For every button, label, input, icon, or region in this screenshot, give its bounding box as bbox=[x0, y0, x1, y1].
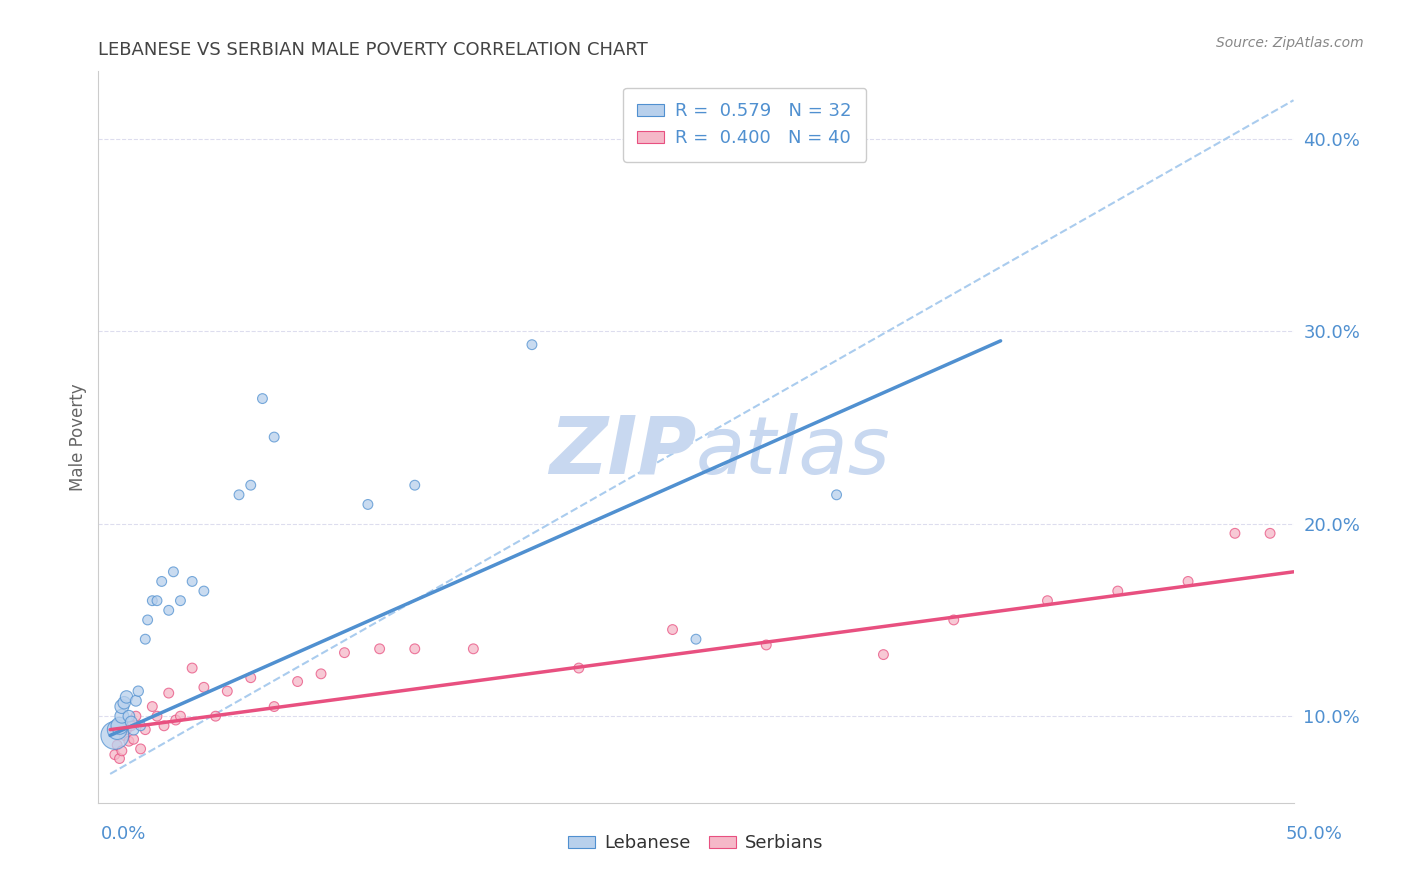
Point bbox=[104, 728, 127, 742]
Point bbox=[141, 593, 163, 607]
Point bbox=[108, 719, 131, 733]
Point bbox=[309, 666, 332, 681]
Point bbox=[181, 661, 204, 675]
Point bbox=[368, 641, 391, 656]
Point bbox=[153, 719, 176, 733]
Point bbox=[146, 709, 169, 723]
Text: 50.0%: 50.0% bbox=[1286, 825, 1343, 843]
Point bbox=[872, 648, 894, 662]
Point bbox=[1223, 526, 1246, 541]
Point bbox=[125, 709, 148, 723]
Point bbox=[263, 699, 285, 714]
Point bbox=[217, 684, 239, 698]
Point bbox=[239, 671, 262, 685]
Point bbox=[404, 478, 426, 492]
Point bbox=[1258, 526, 1281, 541]
Point bbox=[111, 709, 134, 723]
Point bbox=[165, 713, 187, 727]
Point bbox=[661, 623, 683, 637]
Point bbox=[120, 719, 142, 733]
Point bbox=[115, 723, 138, 737]
Y-axis label: Male Poverty: Male Poverty bbox=[69, 384, 87, 491]
Point bbox=[157, 686, 180, 700]
Point bbox=[263, 430, 285, 444]
Point bbox=[1177, 574, 1199, 589]
Point bbox=[228, 488, 250, 502]
Point bbox=[755, 638, 778, 652]
Point bbox=[181, 574, 204, 589]
Point bbox=[111, 699, 134, 714]
Text: ZIP: ZIP bbox=[548, 413, 696, 491]
Point bbox=[252, 392, 274, 406]
Point bbox=[287, 674, 309, 689]
Text: Source: ZipAtlas.com: Source: ZipAtlas.com bbox=[1216, 36, 1364, 50]
Point bbox=[239, 478, 262, 492]
Point bbox=[685, 632, 707, 647]
Point bbox=[150, 574, 173, 589]
Point bbox=[162, 565, 184, 579]
Point bbox=[104, 747, 127, 762]
Point bbox=[193, 584, 215, 599]
Point bbox=[122, 723, 145, 737]
Point bbox=[112, 728, 135, 742]
Point bbox=[146, 593, 169, 607]
Point bbox=[520, 337, 543, 351]
Point bbox=[115, 690, 138, 704]
Point bbox=[118, 709, 141, 723]
Point bbox=[1107, 584, 1129, 599]
Text: 0.0%: 0.0% bbox=[101, 825, 146, 843]
Point bbox=[333, 646, 356, 660]
Point bbox=[129, 719, 152, 733]
Point bbox=[204, 709, 226, 723]
Point bbox=[129, 742, 152, 756]
Point bbox=[122, 732, 145, 747]
Point bbox=[112, 696, 135, 710]
Point bbox=[127, 684, 149, 698]
Text: LEBANESE VS SERBIAN MALE POVERTY CORRELATION CHART: LEBANESE VS SERBIAN MALE POVERTY CORRELA… bbox=[98, 41, 648, 59]
Point bbox=[105, 723, 128, 737]
Point bbox=[118, 734, 141, 748]
Point bbox=[357, 498, 380, 512]
Point bbox=[105, 738, 128, 752]
Point bbox=[169, 593, 191, 607]
Point bbox=[568, 661, 591, 675]
Point bbox=[125, 694, 148, 708]
Point bbox=[134, 632, 156, 647]
Point bbox=[134, 723, 156, 737]
Point bbox=[108, 751, 131, 765]
Point bbox=[157, 603, 180, 617]
Point bbox=[825, 488, 848, 502]
Point bbox=[463, 641, 485, 656]
Point bbox=[942, 613, 965, 627]
Text: atlas: atlas bbox=[696, 413, 891, 491]
Point bbox=[136, 613, 159, 627]
Point bbox=[120, 714, 142, 729]
Point bbox=[1036, 593, 1059, 607]
Point bbox=[193, 681, 215, 695]
Point bbox=[111, 744, 134, 758]
Point bbox=[169, 709, 191, 723]
Legend: Lebanese, Serbians: Lebanese, Serbians bbox=[561, 827, 831, 860]
Point bbox=[404, 641, 426, 656]
Point bbox=[141, 699, 163, 714]
